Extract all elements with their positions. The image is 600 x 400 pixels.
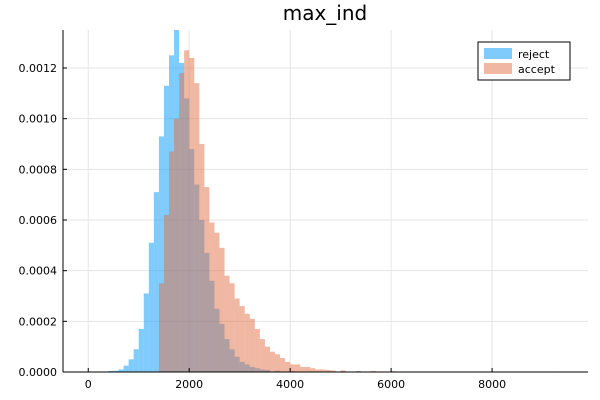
legend-swatch-reject xyxy=(484,48,512,59)
accept-bar xyxy=(184,50,190,373)
y-tick-label: 0.0000 xyxy=(19,366,58,379)
legend-label-accept: accept xyxy=(518,63,556,76)
accept-bar xyxy=(269,351,276,372)
accept-bar xyxy=(229,283,235,372)
y-tick-label: 0.0010 xyxy=(19,113,58,126)
accept-bar xyxy=(259,339,265,372)
reject-bar xyxy=(123,365,129,372)
reject-bar xyxy=(143,293,149,372)
accept-bar xyxy=(199,144,205,372)
accept-bar xyxy=(310,368,316,372)
accept-bar xyxy=(234,298,240,372)
legend-label-reject: reject xyxy=(518,48,550,61)
y-tick-label: 0.0012 xyxy=(19,62,58,75)
x-tick-label: 0 xyxy=(85,378,92,391)
reject-bar xyxy=(133,349,139,372)
accept-bar xyxy=(214,232,220,372)
accept-bar xyxy=(320,369,326,372)
accept-bar xyxy=(219,247,225,372)
accept-bars xyxy=(158,50,397,373)
legend-swatch-accept xyxy=(484,63,512,74)
y-tick-label: 0.0008 xyxy=(19,163,58,176)
reject-bar xyxy=(128,359,134,372)
reject-bar xyxy=(113,370,119,372)
reject-bar xyxy=(158,136,164,372)
accept-bar xyxy=(305,366,311,372)
x-tick-label: 8000 xyxy=(478,378,506,391)
accept-bar xyxy=(244,313,250,372)
y-tick-label: 0.0004 xyxy=(19,265,58,278)
accept-bar xyxy=(264,346,270,372)
accept-bar xyxy=(280,358,286,372)
reject-bar xyxy=(153,192,159,372)
accept-bar xyxy=(330,370,336,372)
accept-bar xyxy=(290,364,296,372)
x-tick-label: 4000 xyxy=(276,378,304,391)
accept-bar xyxy=(285,361,291,372)
accept-bar xyxy=(209,222,215,372)
y-tick-label: 0.0006 xyxy=(19,214,58,227)
accept-bar xyxy=(254,328,260,372)
accept-bar xyxy=(194,83,200,372)
x-tick-label: 6000 xyxy=(377,378,405,391)
accept-bar xyxy=(275,354,281,372)
y-ticks: 0.0000 0.0002 0.0004 0.0006 0.0008 0.0010 0.00… xyxy=(19,62,67,379)
legend: reject accept xyxy=(477,41,571,81)
x-tick-label: 2000 xyxy=(175,378,203,391)
accept-bar xyxy=(174,118,180,373)
accept-bar xyxy=(179,73,185,373)
accept-bar xyxy=(315,369,321,372)
accept-bar xyxy=(300,366,306,372)
accept-bar xyxy=(340,370,346,372)
accept-bar xyxy=(224,275,230,372)
x-ticks: 0 2000 4000 6000 8000 xyxy=(85,368,506,391)
accept-bar xyxy=(169,151,175,372)
chart-title: max_ind xyxy=(283,1,368,25)
reject-bar xyxy=(148,242,154,372)
reject-bar xyxy=(108,370,114,372)
accept-bar xyxy=(163,214,170,372)
accept-bar xyxy=(325,369,331,372)
accept-bar xyxy=(370,370,376,372)
accept-bar xyxy=(239,306,245,372)
accept-bar xyxy=(189,57,195,372)
reject-bar xyxy=(138,328,144,372)
accept-bar xyxy=(295,364,301,372)
accept-bar xyxy=(158,283,164,372)
accept-bar xyxy=(204,187,210,372)
accept-bar xyxy=(355,370,361,372)
accept-bar xyxy=(249,318,255,372)
y-tick-label: 0.0002 xyxy=(19,315,58,328)
reject-bar xyxy=(118,369,124,372)
